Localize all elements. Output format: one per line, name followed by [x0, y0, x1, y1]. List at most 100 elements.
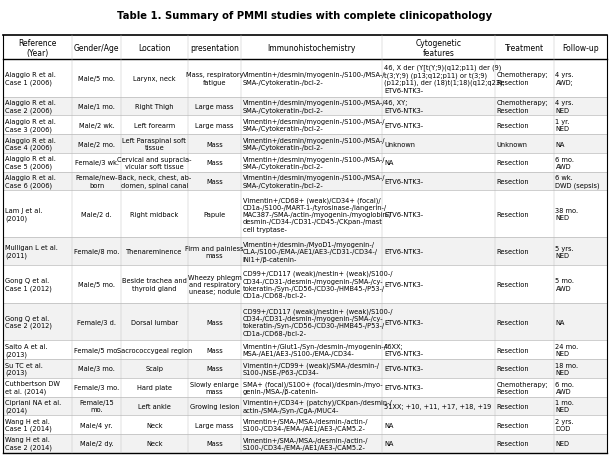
- Text: 6 mo.
AWD: 6 mo. AWD: [556, 381, 575, 394]
- Bar: [3, 303, 607, 340]
- Text: 38 mo.
NED: 38 mo. NED: [556, 208, 578, 221]
- Text: Mass: Mass: [206, 440, 223, 446]
- Text: Slowly enlarge
mass: Slowly enlarge mass: [190, 381, 239, 394]
- Text: ETV6-NTK3-: ETV6-NTK3-: [384, 365, 423, 372]
- Text: Female/3 mo.: Female/3 mo.: [74, 384, 119, 390]
- Text: NED: NED: [556, 440, 570, 446]
- Text: Alaggio R et al.
Case 6 (2006): Alaggio R et al. Case 6 (2006): [5, 175, 56, 188]
- Text: Reference
(Year): Reference (Year): [18, 39, 57, 58]
- Text: Table 1. Summary of PMMI studies with complete clinicopathology: Table 1. Summary of PMMI studies with co…: [118, 11, 492, 21]
- Text: Male/2 wk.: Male/2 wk.: [79, 122, 115, 128]
- Text: Vimentin+/desmin-/MyoD1-/myogenin-/
CLA-/S100-/EMA-/AE1/AE3-/CD31-/CD34-/
INI1+/: Vimentin+/desmin-/MyoD1-/myogenin-/ CLA-…: [243, 242, 378, 262]
- Text: Left ankle: Left ankle: [138, 403, 171, 409]
- Text: Chemotherapy;
Resection: Chemotherapy; Resection: [497, 100, 548, 113]
- Text: Resection: Resection: [497, 179, 529, 185]
- Text: Female/15
mo.: Female/15 mo.: [79, 399, 114, 413]
- Text: Vimentin+/desmin/myogenin-/S100-/MSA-/
SMA-/Cytokeratin-/bcl-2-: Vimentin+/desmin/myogenin-/S100-/MSA-/ S…: [243, 72, 385, 86]
- Text: Male/2 mo.: Male/2 mo.: [78, 141, 115, 147]
- Text: Mass: Mass: [206, 319, 223, 325]
- Text: Sacrococcygeal region: Sacrococcygeal region: [117, 347, 192, 353]
- Text: Large mass: Large mass: [195, 122, 234, 128]
- Text: Resection: Resection: [497, 122, 529, 128]
- Text: ETV6-NTK3-: ETV6-NTK3-: [384, 319, 423, 325]
- Text: Right midback: Right midback: [130, 211, 179, 217]
- Text: Mass, respiratory
fatigue: Mass, respiratory fatigue: [185, 72, 243, 86]
- Text: Female/new-
born: Female/new- born: [75, 175, 118, 188]
- Text: 24 mo.
NED: 24 mo. NED: [556, 343, 579, 357]
- Text: Dorsal lumbar: Dorsal lumbar: [131, 319, 178, 325]
- Text: Resection: Resection: [497, 440, 529, 446]
- Text: 46XX;
ETV6-NTK3-: 46XX; ETV6-NTK3-: [384, 343, 423, 357]
- Text: Neck: Neck: [146, 440, 163, 446]
- Text: Growing lesion: Growing lesion: [190, 403, 239, 409]
- Text: Male/1 mo.: Male/1 mo.: [78, 104, 115, 110]
- Text: Neck: Neck: [146, 422, 163, 428]
- Text: Male/3 mo.: Male/3 mo.: [78, 365, 115, 372]
- Text: Left Paraspinal soft
tissue: Left Paraspinal soft tissue: [123, 137, 186, 151]
- Text: 5 yrs.
NED: 5 yrs. NED: [556, 245, 574, 258]
- Text: Wheezy phlegm
and respiratory
unease; nodule: Wheezy phlegm and respiratory unease; no…: [187, 274, 242, 295]
- Text: Mass: Mass: [206, 160, 223, 166]
- Text: Back, neck, chest, ab-
domen, spinal canal: Back, neck, chest, ab- domen, spinal can…: [118, 175, 191, 188]
- Text: SMA+ (focal)/S100+ (focal)/desmin-/myo-
genin-/MSA-/β-catenin-: SMA+ (focal)/S100+ (focal)/desmin-/myo- …: [243, 380, 382, 394]
- Text: Large mass: Large mass: [195, 422, 234, 428]
- Text: 51XX; +10, +11, +17, +18, +19: 51XX; +10, +11, +17, +18, +19: [384, 403, 491, 409]
- Text: Alaggio R et al.
Case 1 (2006): Alaggio R et al. Case 1 (2006): [5, 72, 56, 86]
- Text: Resection: Resection: [497, 319, 529, 325]
- Text: Scalp: Scalp: [145, 365, 163, 372]
- Text: Vimentin+/desmin/myogenin-/S100-/MSA-/
SMA-/Cytokeratin-/bcl-2-: Vimentin+/desmin/myogenin-/S100-/MSA-/ S…: [243, 175, 385, 188]
- Text: Gong Q et al.
Case 1 (2012): Gong Q et al. Case 1 (2012): [5, 278, 52, 291]
- Text: Firm and painless
mass: Firm and painless mass: [185, 245, 244, 258]
- Text: Mass: Mass: [206, 179, 223, 185]
- Text: Unknown: Unknown: [384, 141, 415, 147]
- Text: ETV6-NTK3-: ETV6-NTK3-: [384, 249, 423, 255]
- Text: NA: NA: [384, 422, 393, 428]
- Bar: [3, 135, 607, 153]
- Text: Hard plate: Hard plate: [137, 384, 172, 390]
- Text: 4 yrs.
NED: 4 yrs. NED: [556, 100, 574, 113]
- Text: Larynx, neck: Larynx, neck: [133, 76, 176, 82]
- Text: 2 yrs.
DOD: 2 yrs. DOD: [556, 418, 574, 431]
- Text: Mass: Mass: [206, 141, 223, 147]
- Text: Vimentin+/CD99+ (weak)/SMA-/desmin-/
S100-/NSE-/P63-/CD34-: Vimentin+/CD99+ (weak)/SMA-/desmin-/ S10…: [243, 362, 379, 375]
- Text: Follow-up: Follow-up: [562, 44, 598, 53]
- Text: Wang H et al.
Case 1 (2014): Wang H et al. Case 1 (2014): [5, 418, 52, 431]
- Text: Wang H et al.
Case 2 (2014): Wang H et al. Case 2 (2014): [5, 436, 52, 450]
- Text: Female/3 d.: Female/3 d.: [77, 319, 116, 325]
- Bar: [3, 238, 607, 266]
- Text: Vimentin+/desmin/myogenin-/S100-/MSA-/
SMA-/Cytokeratin-/bcl-2-: Vimentin+/desmin/myogenin-/S100-/MSA-/ S…: [243, 119, 385, 132]
- Text: 46, XY;
ETV6-NTK3-: 46, XY; ETV6-NTK3-: [384, 100, 423, 113]
- Text: Cuthbertson DW
et al. (2014): Cuthbertson DW et al. (2014): [5, 380, 60, 394]
- Text: 18 mo.
NED: 18 mo. NED: [556, 362, 578, 375]
- Text: Resection: Resection: [497, 282, 529, 288]
- Text: Vimentin+/desmin/myogenin-/S100-/MSA-/
SMA-/Cytokeratin-/bcl-2-: Vimentin+/desmin/myogenin-/S100-/MSA-/ S…: [243, 100, 385, 113]
- Text: Resection: Resection: [497, 211, 529, 217]
- Text: Left forearm: Left forearm: [134, 122, 175, 128]
- Text: Unknown: Unknown: [497, 141, 528, 147]
- Text: Male/4 yr.: Male/4 yr.: [81, 422, 113, 428]
- Text: Lam J et al.
(2010): Lam J et al. (2010): [5, 207, 42, 221]
- Text: Mass: Mass: [206, 365, 223, 372]
- Text: Treatment: Treatment: [504, 44, 544, 53]
- Text: Alaggio R et al.
Case 4 (2006): Alaggio R et al. Case 4 (2006): [5, 137, 56, 151]
- Text: ETV6-NTK3-: ETV6-NTK3-: [384, 179, 423, 185]
- Text: 6 wk.
DWD (sepsis): 6 wk. DWD (sepsis): [556, 175, 600, 188]
- Text: ETV6-NTK3-: ETV6-NTK3-: [384, 211, 423, 217]
- Text: Mass: Mass: [206, 347, 223, 353]
- Text: Papule: Papule: [203, 211, 226, 217]
- Bar: [3, 172, 607, 191]
- Text: 5 mo.
AWD: 5 mo. AWD: [556, 278, 575, 291]
- Text: presentation: presentation: [190, 44, 239, 53]
- Text: NA: NA: [384, 440, 393, 446]
- Text: Vimentin+/SMA-/MSA-/desmin-/actin-/
S100-/CD34-/EMA-/AE1/AE3-/CAM5.2-: Vimentin+/SMA-/MSA-/desmin-/actin-/ S100…: [243, 418, 368, 431]
- Text: ETV6-NTK3-: ETV6-NTK3-: [384, 122, 423, 128]
- Text: NA: NA: [556, 141, 565, 147]
- Text: Gender/Age: Gender/Age: [74, 44, 120, 53]
- Text: Male/2 d.: Male/2 d.: [81, 211, 112, 217]
- Text: Resection: Resection: [497, 160, 529, 166]
- Text: Cipriani NA et al.
(2014): Cipriani NA et al. (2014): [5, 399, 61, 413]
- Text: Gong Q et al.
Case 2 (2012): Gong Q et al. Case 2 (2012): [5, 315, 52, 329]
- Text: 4 yrs.
AWD;: 4 yrs. AWD;: [556, 72, 574, 86]
- Text: Vimentin+/CD68+ (weak)/CD34+ (focal)/
CD1a-/S100-/MART-1-/tyrosinase-/langerin-/: Vimentin+/CD68+ (weak)/CD34+ (focal)/ CD…: [243, 197, 392, 232]
- Text: Beside trachea and
thyroid gland: Beside trachea and thyroid gland: [122, 278, 187, 291]
